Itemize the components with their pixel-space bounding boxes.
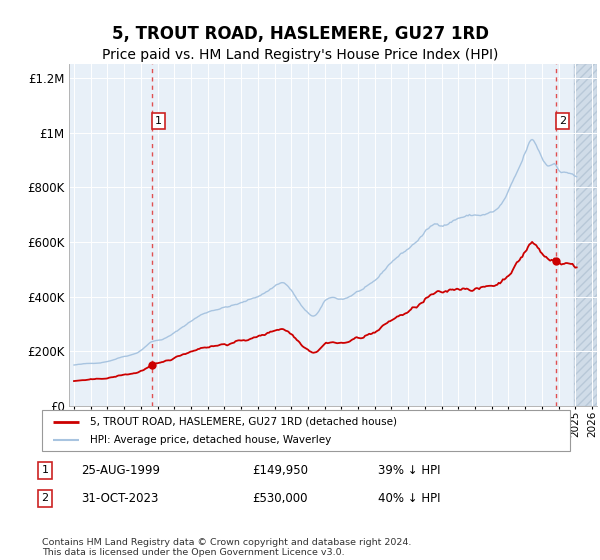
- Text: 40% ↓ HPI: 40% ↓ HPI: [378, 492, 440, 505]
- Text: 1: 1: [155, 116, 162, 126]
- Bar: [574, 64, 597, 406]
- Text: HPI: Average price, detached house, Waverley: HPI: Average price, detached house, Wave…: [89, 435, 331, 445]
- Text: £149,950: £149,950: [252, 464, 308, 477]
- Text: Contains HM Land Registry data © Crown copyright and database right 2024.
This d: Contains HM Land Registry data © Crown c…: [42, 538, 412, 557]
- Text: 5, TROUT ROAD, HASLEMERE, GU27 1RD: 5, TROUT ROAD, HASLEMERE, GU27 1RD: [112, 25, 488, 43]
- Text: 2: 2: [559, 116, 566, 126]
- FancyBboxPatch shape: [42, 410, 570, 451]
- Text: 5, TROUT ROAD, HASLEMERE, GU27 1RD (detached house): 5, TROUT ROAD, HASLEMERE, GU27 1RD (deta…: [89, 417, 397, 427]
- Text: 25-AUG-1999: 25-AUG-1999: [81, 464, 160, 477]
- Text: Price paid vs. HM Land Registry's House Price Index (HPI): Price paid vs. HM Land Registry's House …: [102, 48, 498, 62]
- Text: 1: 1: [41, 465, 49, 475]
- Text: 31-OCT-2023: 31-OCT-2023: [81, 492, 158, 505]
- Text: 2: 2: [41, 493, 49, 503]
- Text: 39% ↓ HPI: 39% ↓ HPI: [378, 464, 440, 477]
- Text: £530,000: £530,000: [252, 492, 308, 505]
- Bar: [574, 64, 597, 406]
